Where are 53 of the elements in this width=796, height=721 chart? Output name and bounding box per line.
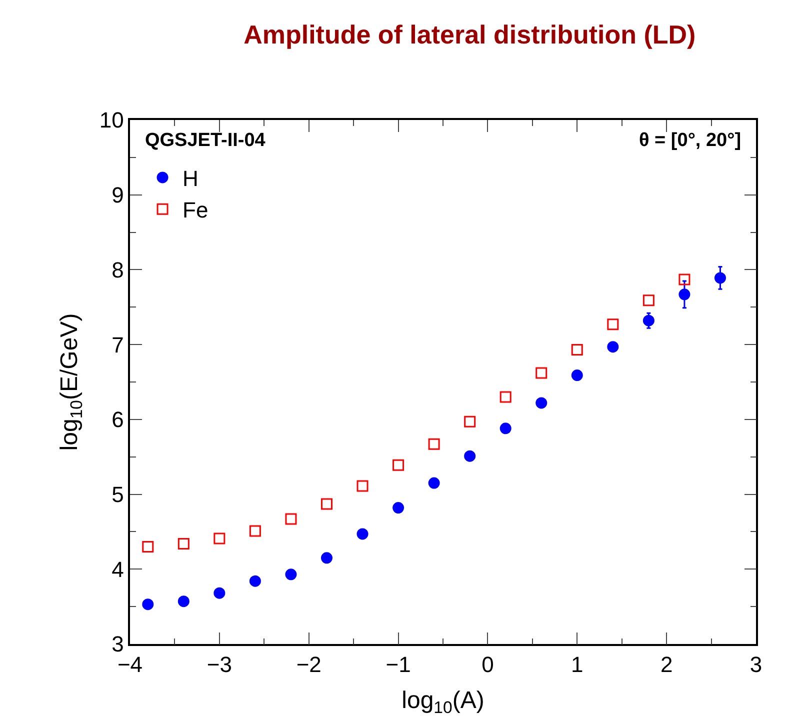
point: [214, 532, 226, 544]
x-tick-label: 1: [571, 652, 584, 678]
x-tick-label: 2: [660, 652, 673, 678]
point: [607, 318, 619, 330]
point: [607, 341, 619, 353]
point: [392, 459, 404, 471]
point: [142, 540, 154, 552]
point: [500, 422, 512, 434]
y-tick-label: 8: [112, 257, 124, 282]
y-tick-label: 7: [112, 332, 124, 358]
point: [356, 528, 368, 540]
x-tick-label: 0: [482, 652, 494, 678]
point: [642, 314, 654, 326]
point: [464, 450, 476, 462]
point: [642, 294, 654, 306]
point: [249, 525, 261, 537]
point: [320, 552, 332, 564]
point: [428, 477, 440, 489]
annotation: θ = [0°, 20°]: [639, 130, 742, 151]
legend-label: H: [182, 166, 198, 192]
point: [320, 498, 332, 510]
legend-label: Fe: [182, 198, 208, 223]
x-tick-label: 3: [750, 652, 762, 678]
point: [285, 513, 297, 525]
point: [285, 568, 297, 580]
point: [536, 397, 548, 409]
point: [571, 370, 583, 382]
y-tick-label: 6: [112, 407, 124, 432]
x-tick-label: −1: [386, 652, 411, 678]
point: [428, 438, 440, 450]
point: [536, 367, 548, 379]
point: [214, 587, 226, 599]
x-axis-title: log$_{10}$(A): [402, 686, 484, 717]
annotation: QGSJET-II-04: [145, 130, 266, 151]
point: [678, 274, 690, 286]
point: [142, 598, 154, 610]
point: [500, 391, 512, 403]
point: [464, 416, 476, 428]
point: [356, 480, 368, 492]
y-tick-label: 10: [99, 108, 124, 133]
y-tick-label: 9: [112, 182, 124, 208]
point: [678, 288, 690, 300]
point: [714, 272, 726, 284]
point: [249, 575, 261, 587]
point: [178, 538, 190, 550]
point: [392, 502, 404, 514]
x-tick-label: −2: [296, 652, 322, 678]
y-tick-label: 5: [112, 482, 124, 507]
point: [571, 344, 583, 356]
x-tick-label: −3: [206, 652, 232, 678]
point: [178, 596, 190, 608]
chart-title: Amplitude of lateral distribution (LD): [244, 19, 696, 50]
y-tick-label: 4: [112, 556, 124, 582]
